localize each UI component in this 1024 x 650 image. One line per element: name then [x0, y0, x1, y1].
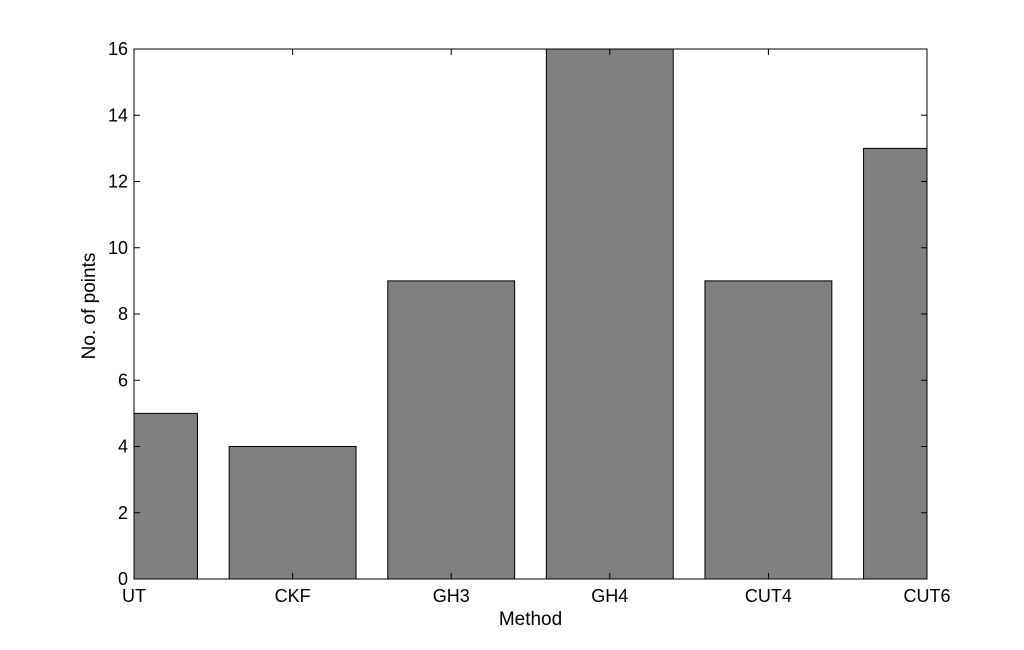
x-tick-label-gh4: GH4 [591, 586, 628, 606]
y-tick-label: 12 [108, 172, 128, 192]
x-tick-label-cut4: CUT4 [745, 586, 792, 606]
y-tick-label: 14 [108, 105, 128, 125]
y-tick-label: 16 [108, 39, 128, 59]
bar-gh3 [387, 280, 516, 579]
bar-cut4 [704, 280, 833, 579]
bar-cut6 [863, 147, 927, 579]
x-axis-label: Method [499, 609, 562, 630]
bars-group [134, 48, 927, 579]
y-tick-label: 6 [118, 370, 128, 390]
x-tick-label-cut6: CUT6 [903, 586, 950, 606]
bar-ut [134, 412, 198, 579]
y-axis-label: No. of points [79, 253, 100, 360]
x-tick-labels-group: UT CKF GH3 GH4 CUT4 CUT6 [122, 49, 951, 606]
y-ticks-group: 0 2 4 6 8 10 12 14 16 [108, 39, 927, 589]
x-tick-label-gh3: GH3 [433, 586, 470, 606]
bar-gh4 [545, 48, 674, 579]
plot-frame [133, 48, 928, 580]
x-tick-label-ut: UT [122, 586, 146, 606]
y-tick-label: 8 [118, 304, 128, 324]
x-tick-label-ckf: CKF [275, 586, 311, 606]
y-tick-label: 10 [108, 238, 128, 258]
bar-ckf [228, 446, 357, 579]
y-tick-label: 0 [118, 569, 128, 589]
y-tick-label: 2 [118, 503, 128, 523]
y-tick-label: 4 [118, 437, 128, 457]
